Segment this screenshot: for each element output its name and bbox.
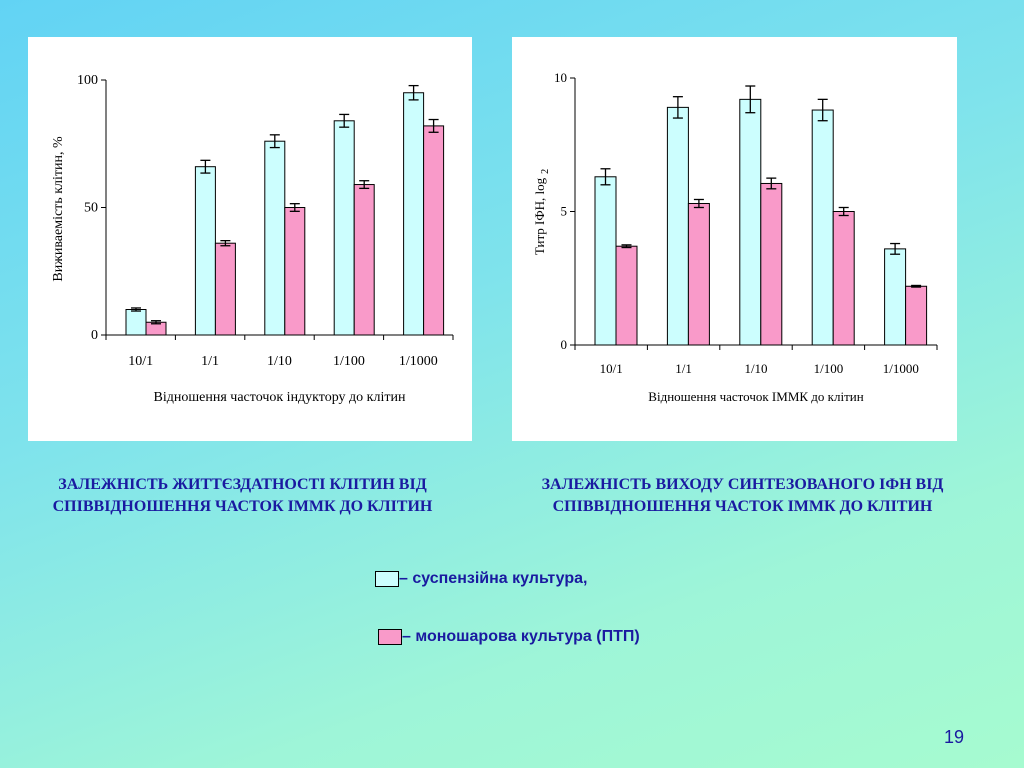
- y-tick-label: 100: [77, 73, 98, 88]
- x-tick-label: 10/1: [128, 354, 153, 369]
- bar: [615, 245, 638, 346]
- bar: [214, 242, 236, 336]
- bar: [264, 140, 286, 336]
- caption-viability: ЗАЛЕЖНІСТЬ ЖИТТЄЗДАТНОСТІ КЛІТИН ВІД СПІ…: [52, 476, 433, 515]
- x-tick-label: 10/1: [600, 361, 623, 376]
- caption-ifn-titer: ЗАЛЕЖНІСТЬ ВИХОДУ СИНТЕЗОВАНОГО ІФН ВІД …: [541, 476, 944, 515]
- x-tick-label: 1/1000: [399, 354, 438, 369]
- legend-swatch-suspension: [375, 571, 399, 587]
- bar: [687, 202, 710, 346]
- y-axis-label-subscript: 2: [540, 169, 551, 174]
- chart-panel-ifn-titer: 0 5 10 10/1 1/1 1/10 1/100 1/1000 Відношення час…: [512, 37, 957, 441]
- bar: [760, 182, 783, 346]
- bar: [125, 309, 147, 336]
- bar: [884, 248, 907, 346]
- bar: [832, 211, 855, 346]
- legend-label-suspension: – суспензійна культура,: [399, 570, 588, 587]
- x-tick-label: 1/1: [201, 354, 219, 369]
- bar: [811, 109, 834, 346]
- bar: [284, 207, 306, 336]
- bar: [666, 106, 689, 346]
- x-tick-label: 1/100: [814, 361, 844, 376]
- bar: [353, 184, 375, 336]
- bar: [594, 176, 617, 346]
- y-axis-label-text: Виживаемість клітин, %: [51, 136, 66, 282]
- legend-label-monolayer: – моношарова культура (ПТП): [402, 628, 640, 645]
- y-tick-label: 0: [91, 328, 98, 343]
- y-tick-label: 5: [561, 204, 568, 219]
- chart-viability: 0 50 100 10/1 1/1 1/10 1/100 1/1000 Відношення ч…: [51, 73, 454, 405]
- legend-monolayer: – моношарова культура (ПТП): [378, 628, 640, 646]
- y-tick-label: 10: [554, 70, 567, 85]
- y-tick-label: 50: [84, 201, 98, 216]
- y-tick-label: 0: [561, 337, 568, 352]
- legend-suspension: – суспензійна культура,: [375, 570, 587, 588]
- page-number: 19: [943, 727, 964, 747]
- x-tick-label: 1/1000: [883, 361, 919, 376]
- x-axis-label: Відношення часточок індуктору до клітин: [154, 390, 406, 405]
- bar: [194, 166, 216, 336]
- x-axis-label: Відношення часточок ІММК до клітин: [648, 389, 863, 404]
- x-tick-label: 1/1: [675, 361, 692, 376]
- y-axis-label-text: Титр ІФН, log: [532, 177, 547, 255]
- bar: [333, 120, 355, 336]
- bar: [423, 125, 445, 336]
- y-axis-label: Виживаемість клітин, %: [51, 136, 66, 282]
- bar: [403, 92, 425, 336]
- chart-ifn-titer: 0 5 10 10/1 1/1 1/10 1/100 1/1000 Відношення час…: [532, 70, 938, 404]
- x-tick-label: 1/10: [744, 361, 767, 376]
- x-tick-label: 1/10: [267, 354, 292, 369]
- x-tick-label: 1/100: [333, 354, 365, 369]
- y-axis-label: Титр ІФН, log 2: [532, 169, 551, 255]
- legend-swatch-monolayer: [378, 629, 402, 645]
- bar: [905, 285, 928, 346]
- bar: [739, 98, 762, 346]
- chart-panel-viability: 0 50 100 10/1 1/1 1/10 1/100 1/1000 Відношення ч…: [28, 37, 472, 441]
